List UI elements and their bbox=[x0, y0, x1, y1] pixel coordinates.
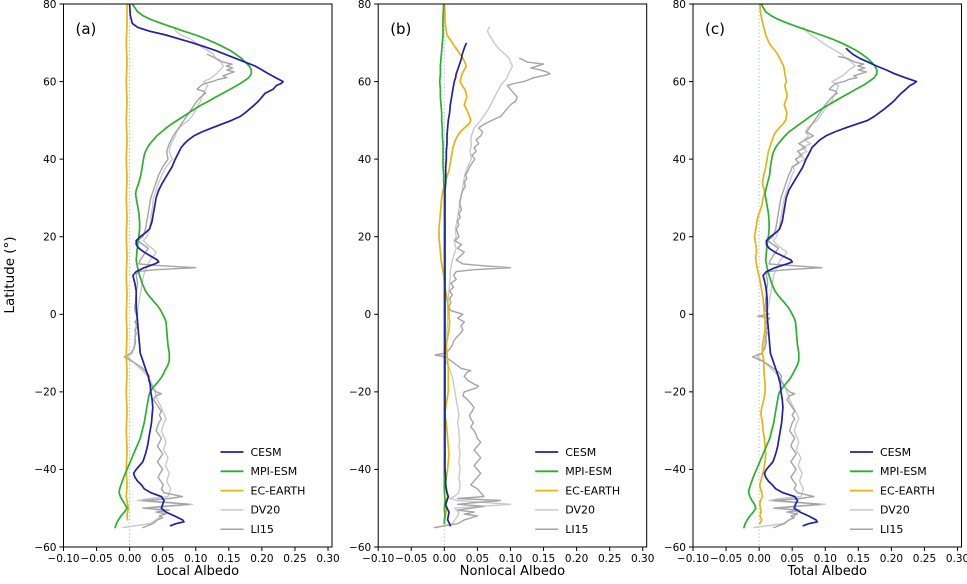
x-tick-label: −0.05 bbox=[395, 553, 427, 565]
y-tick-label: −20 bbox=[34, 387, 56, 399]
axes-frame bbox=[377, 3, 648, 548]
x-tick-label: 0.00 bbox=[747, 553, 770, 565]
x-tick-label: −0.05 bbox=[80, 553, 112, 565]
x-tick-label: −0.05 bbox=[710, 553, 742, 565]
y-tick-label: −20 bbox=[664, 387, 686, 399]
series-line-cesm bbox=[762, 47, 918, 527]
y-tick-label: −60 bbox=[34, 542, 56, 554]
legend-label-dv20: DV20 bbox=[565, 504, 595, 517]
series-line-li15 bbox=[123, 53, 235, 529]
x-tick-label: 0.20 bbox=[565, 553, 588, 565]
series-line-li15 bbox=[433, 57, 551, 529]
x-tick-label: 0.00 bbox=[118, 553, 141, 565]
x-tick-label: 0.15 bbox=[217, 553, 240, 565]
y-tick-label: 60 bbox=[673, 76, 686, 88]
x-tick-label: 0.15 bbox=[532, 553, 555, 565]
x-tick-label: 0.15 bbox=[847, 553, 870, 565]
x-tick-label: −0.10 bbox=[677, 553, 709, 565]
y-tick-label: 40 bbox=[43, 154, 56, 166]
legend-label-li15: LI15 bbox=[251, 523, 274, 536]
panel-letter: (c) bbox=[705, 20, 725, 38]
legend-label-cesm: CESM bbox=[880, 446, 911, 459]
legend-label-li15: LI15 bbox=[565, 523, 588, 536]
y-tick-label: 0 bbox=[679, 309, 686, 321]
series-line-ec-earth bbox=[125, 4, 130, 521]
y-tick-label: 20 bbox=[673, 232, 686, 244]
y-tick-label: 60 bbox=[43, 76, 56, 88]
x-tick-label: 0.05 bbox=[466, 553, 489, 565]
series-line-dv20 bbox=[122, 26, 225, 529]
legend-label-mpi-esm: MPI-ESM bbox=[880, 465, 927, 478]
y-axis-label: Latitude (°) bbox=[2, 236, 18, 313]
legend-label-dv20: DV20 bbox=[251, 504, 281, 517]
legend-label-mpi-esm: MPI-ESM bbox=[251, 465, 298, 478]
series-line-ec-earth bbox=[753, 4, 788, 525]
x-tick-label: 0.25 bbox=[283, 553, 306, 565]
y-tick-label: −60 bbox=[349, 542, 371, 554]
axes-frame bbox=[692, 3, 962, 548]
y-tick-label: 80 bbox=[673, 0, 686, 11]
legend-label-cesm: CESM bbox=[565, 446, 596, 459]
series-line-dv20 bbox=[753, 26, 856, 529]
y-tick-label: 0 bbox=[365, 309, 372, 321]
legend-label-mpi-esm: MPI-ESM bbox=[565, 465, 612, 478]
x-tick-label: −0.10 bbox=[47, 553, 79, 565]
y-tick-label: 40 bbox=[358, 154, 371, 166]
x-tick-label: 0.25 bbox=[598, 553, 621, 565]
series-line-mpi-esm bbox=[743, 4, 878, 529]
series-line-cesm bbox=[128, 4, 284, 527]
x-tick-label: 0.20 bbox=[880, 553, 903, 565]
series-line-mpi-esm bbox=[114, 4, 253, 529]
x-tick-label: 0.00 bbox=[433, 553, 456, 565]
y-tick-label: 0 bbox=[50, 309, 57, 321]
y-tick-label: 20 bbox=[43, 232, 56, 244]
x-tick-label: 0.20 bbox=[250, 553, 273, 565]
y-tick-label: −40 bbox=[664, 464, 686, 476]
axes-frame bbox=[63, 3, 333, 548]
y-tick-label: 60 bbox=[358, 76, 371, 88]
series-line-cesm bbox=[444, 42, 468, 527]
x-tick-label: −0.10 bbox=[362, 553, 394, 565]
y-tick-label: −40 bbox=[34, 464, 56, 476]
y-tick-label: −60 bbox=[664, 542, 686, 554]
series-line-dv20 bbox=[435, 26, 514, 529]
legend-label-ec-earth: EC-EARTH bbox=[565, 484, 620, 497]
x-tick-label: 0.10 bbox=[499, 553, 522, 565]
legend-label-dv20: DV20 bbox=[880, 504, 910, 517]
x-axis-label: Total Albedo bbox=[787, 564, 868, 579]
x-tick-label: 0.30 bbox=[631, 553, 654, 565]
legend-label-ec-earth: EC-EARTH bbox=[880, 484, 935, 497]
x-axis-label: Nonlocal Albedo bbox=[460, 564, 565, 579]
x-tick-label: 0.25 bbox=[913, 553, 936, 565]
x-tick-label: 0.10 bbox=[814, 553, 837, 565]
x-tick-label: 0.30 bbox=[946, 553, 967, 565]
x-axis-label: Local Albedo bbox=[156, 564, 239, 579]
y-tick-label: 80 bbox=[358, 0, 371, 11]
y-tick-label: 20 bbox=[358, 232, 371, 244]
y-tick-label: −40 bbox=[349, 464, 371, 476]
legend-label-ec-earth: EC-EARTH bbox=[251, 484, 306, 497]
legend-label-cesm: CESM bbox=[251, 446, 282, 459]
y-tick-label: −20 bbox=[349, 387, 371, 399]
panel-letter: (a) bbox=[76, 20, 97, 38]
series-line-ec-earth bbox=[438, 4, 472, 525]
y-tick-label: 40 bbox=[673, 154, 686, 166]
panel-letter: (b) bbox=[390, 20, 411, 38]
x-tick-label: 0.10 bbox=[184, 553, 207, 565]
x-tick-label: 0.05 bbox=[151, 553, 174, 565]
y-tick-label: 80 bbox=[43, 0, 56, 11]
x-tick-label: 0.05 bbox=[781, 553, 804, 565]
x-tick-label: 0.30 bbox=[316, 553, 339, 565]
legend-label-li15: LI15 bbox=[880, 523, 903, 536]
